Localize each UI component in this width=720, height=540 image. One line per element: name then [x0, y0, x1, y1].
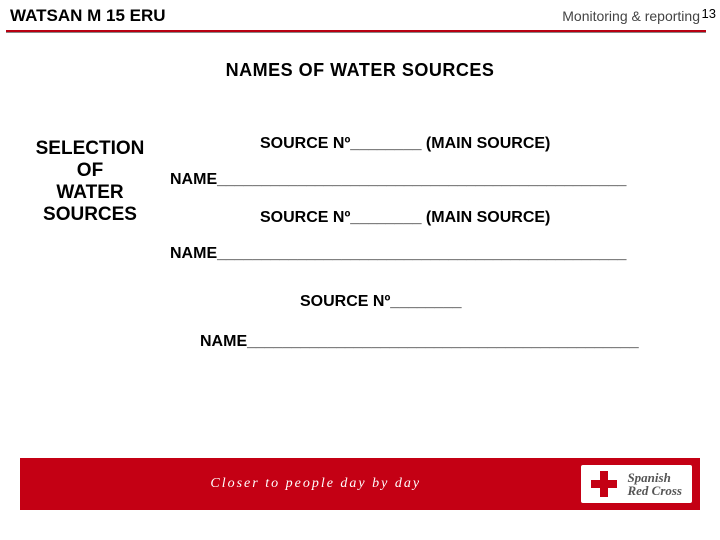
section-title: NAMES OF WATER SOURCES [0, 60, 720, 81]
left-block-line: WATER [10, 182, 170, 204]
source-line: SOURCE Nº________ [300, 293, 720, 311]
footer-slogan: Closer to people day by day [20, 476, 581, 492]
content-area: SELECTION OF WATER SOURCES SOURCE Nº____… [0, 100, 720, 351]
header-subtitle: Monitoring & reporting [562, 8, 710, 26]
left-block: SELECTION OF WATER SOURCES [0, 100, 170, 225]
footer-logo: Spanish Red Cross [581, 465, 692, 503]
left-block-line: SELECTION [10, 138, 170, 160]
footer-logo-line2: Red Cross [627, 484, 682, 497]
redcross-icon [589, 469, 619, 499]
name-line: NAME____________________________________… [200, 333, 720, 351]
source-line: SOURCE Nº________ (MAIN SOURCE) [260, 209, 720, 227]
header-title: WATSAN M 15 ERU [10, 6, 166, 26]
footer-bar: Closer to people day by day Spanish Red … [20, 458, 700, 510]
slide-header: WATSAN M 15 ERU Monitoring & reporting [0, 0, 720, 26]
source-line: SOURCE Nº________ (MAIN SOURCE) [260, 135, 720, 153]
footer-logo-text: Spanish Red Cross [627, 471, 682, 497]
left-block-line: SOURCES [10, 204, 170, 226]
page-number: 13 [702, 6, 716, 21]
header-rule-secondary [6, 32, 706, 33]
right-col: SOURCE Nº________ (MAIN SOURCE) NAME____… [170, 100, 720, 351]
content-row: SELECTION OF WATER SOURCES SOURCE Nº____… [0, 100, 720, 351]
name-line: NAME____________________________________… [170, 245, 720, 263]
left-block-line: OF [10, 160, 170, 182]
name-line: NAME____________________________________… [170, 171, 720, 189]
